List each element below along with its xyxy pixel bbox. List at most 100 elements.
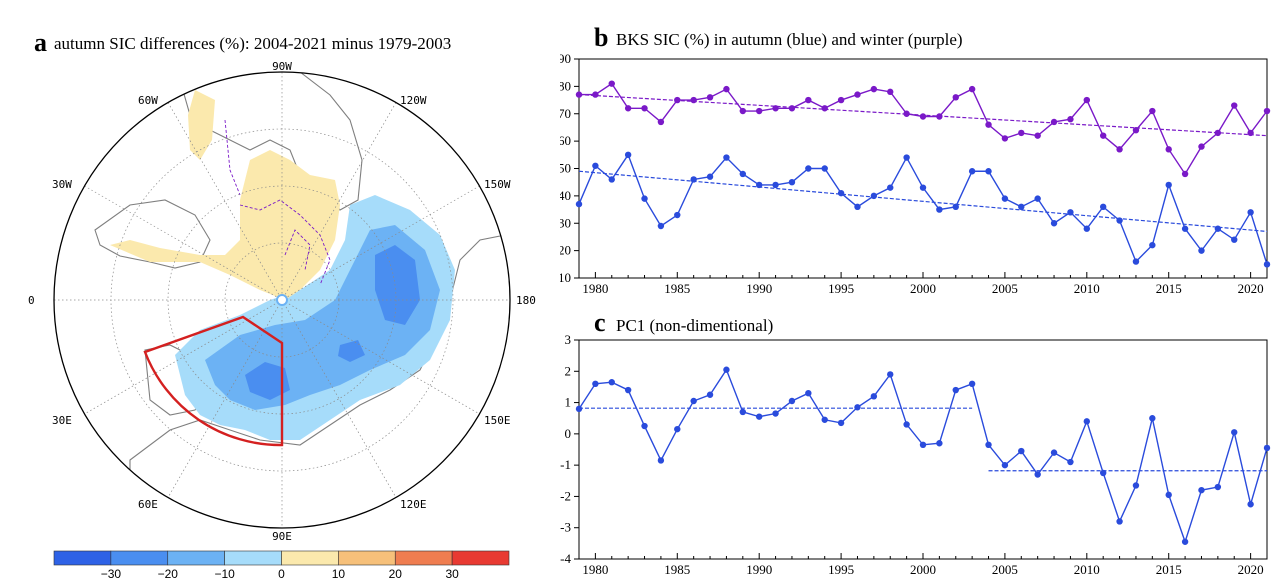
panel-b-letter: b	[594, 23, 608, 52]
colorbar-tick-label: −10	[214, 567, 235, 578]
x-tick-label: 2005	[992, 562, 1018, 577]
panel-a: a autumn SIC differences (%): 2004-2021 …	[0, 0, 560, 581]
panel-b-svg: b BKS SIC (%) in autumn (blue) and winte…	[558, 23, 1271, 296]
data-point-series-0	[1214, 129, 1222, 137]
data-point-series-1	[1181, 225, 1189, 232]
data-point-series-1	[1132, 258, 1140, 265]
y-tick-label: 60	[560, 133, 571, 148]
bks-region-box	[143, 315, 284, 447]
panel-b: b BKS SIC (%) in autumn (blue) and winte…	[558, 0, 1271, 300]
data-point-series-0	[1247, 129, 1254, 137]
data-point-series-1	[1263, 261, 1271, 268]
y-tick-label: 70	[560, 106, 571, 121]
data-point-series-0	[1018, 447, 1025, 455]
data-point-series-0	[723, 85, 730, 93]
data-point-series-0	[837, 96, 845, 104]
data-point-series-0	[1132, 126, 1140, 134]
x-tick-label: 2010	[1074, 562, 1100, 577]
data-point-series-1	[1083, 225, 1091, 232]
data-point-series-0	[1116, 518, 1123, 525]
colorbar-swatch-3	[224, 550, 282, 566]
data-point-series-1	[657, 222, 665, 230]
data-point-series-0	[968, 380, 976, 387]
colorbar-swatch-6	[394, 550, 453, 566]
data-point-series-0	[805, 389, 812, 397]
x-tick-label: 2000	[910, 562, 936, 577]
data-point-series-0	[985, 441, 992, 449]
data-point-series-0	[641, 422, 648, 430]
data-point-series-0	[1050, 449, 1058, 456]
series-line-0	[578, 368, 1268, 545]
x-tick-label: 1995	[828, 281, 854, 296]
data-point-series-1	[837, 189, 845, 197]
data-point-series-1	[772, 181, 779, 189]
y-tick-label: 0	[565, 426, 572, 441]
data-point-series-0	[1165, 146, 1172, 153]
data-point-series-0	[1263, 107, 1271, 115]
x-tick-label: 1990	[746, 562, 772, 577]
x-tick-label: 2005	[992, 281, 1018, 296]
data-point-series-1	[936, 206, 943, 213]
data-point-series-1	[690, 176, 697, 183]
data-point-series-1	[854, 203, 861, 211]
colorbar-swatch-1	[110, 550, 169, 566]
y-tick-label: 90	[560, 51, 571, 66]
data-point-series-0	[657, 118, 665, 126]
data-point-series-0	[1247, 501, 1254, 508]
data-point-series-1	[1116, 217, 1123, 224]
y-tick-label: 80	[560, 78, 571, 93]
data-point-series-0	[854, 91, 861, 98]
data-point-series-0	[968, 85, 976, 93]
data-point-series-0	[1149, 107, 1156, 115]
data-point-series-0	[805, 96, 812, 104]
data-point-series-0	[608, 379, 615, 386]
map-boundary	[53, 71, 511, 529]
data-point-series-0	[952, 386, 959, 394]
data-point-series-1	[919, 184, 927, 191]
polar-map	[54, 72, 510, 528]
colorbar-swatch-4	[281, 550, 339, 566]
data-point-series-1	[968, 168, 976, 175]
lon-label-30w: 30W	[52, 178, 72, 191]
y-tick-label: -2	[560, 488, 571, 503]
data-point-series-0	[690, 397, 697, 405]
data-point-series-1	[985, 168, 992, 175]
plot-frame	[578, 339, 1268, 560]
data-point-series-0	[821, 105, 828, 112]
lon-label-150e: 150E	[484, 414, 511, 427]
x-tick-label: 2020	[1238, 281, 1264, 296]
data-point-series-0	[887, 371, 894, 378]
lon-label-120w: 120W	[400, 94, 427, 107]
data-point-series-0	[1067, 116, 1074, 123]
north-pole-marker	[276, 294, 288, 306]
y-tick-label: -4	[560, 551, 571, 566]
data-point-series-0	[1132, 482, 1140, 489]
data-point-series-0	[1034, 471, 1041, 478]
data-point-series-0	[1263, 444, 1271, 452]
data-point-series-0	[1099, 469, 1107, 477]
data-point-series-1	[641, 195, 648, 202]
lon-label-90w: 90W	[272, 60, 292, 73]
data-point-series-1	[1001, 195, 1009, 202]
data-point-series-1	[903, 154, 910, 161]
data-point-series-1	[592, 162, 599, 169]
data-point-series-1	[1231, 236, 1238, 243]
panel-c-svg: c PC1 (non-dimentional) -4 -3 -2 -1 0 1 2 3 1980…	[560, 308, 1271, 577]
y-tick-label: 20	[560, 243, 571, 258]
data-point-series-0	[739, 408, 747, 416]
panel-c-title: PC1 (non-dimentional)	[616, 316, 773, 335]
data-point-series-0	[1181, 538, 1189, 545]
data-point-series-1	[723, 154, 730, 161]
colorbar-tick-label: 10	[332, 567, 346, 578]
data-point-series-0	[919, 441, 927, 449]
data-point-series-1	[1050, 220, 1058, 227]
data-point-series-0	[575, 91, 583, 98]
data-point-series-0	[690, 96, 697, 104]
y-tick-label: 50	[560, 161, 571, 176]
data-point-series-0	[1231, 429, 1238, 436]
data-point-series-0	[1050, 118, 1058, 126]
lon-label-60e: 60E	[138, 498, 158, 511]
data-point-series-1	[739, 170, 747, 178]
data-point-series-1	[1247, 209, 1254, 216]
data-point-series-0	[1181, 170, 1189, 178]
